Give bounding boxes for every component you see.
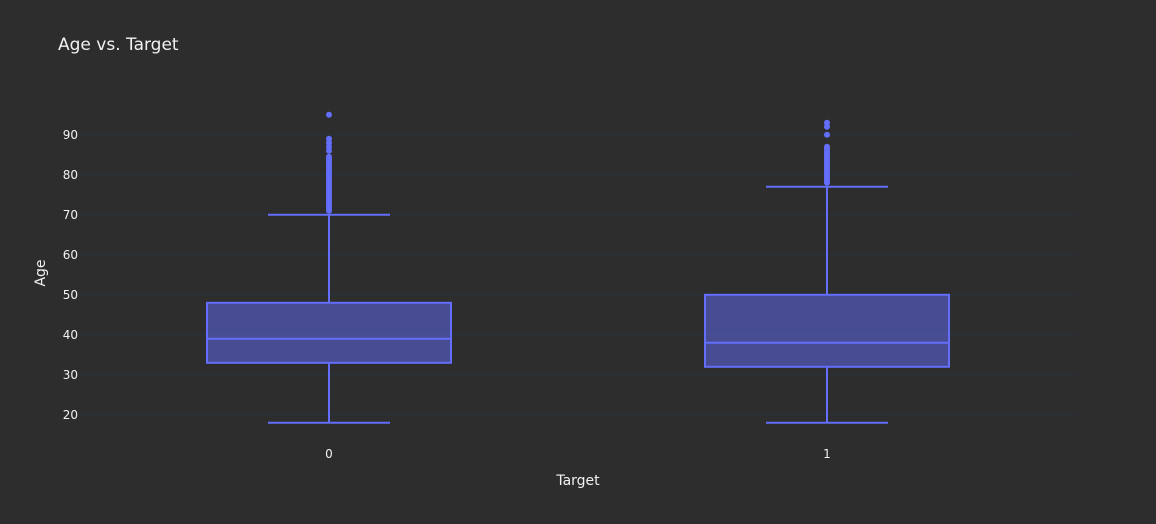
x-axis-title: Target bbox=[555, 473, 600, 489]
y-tick-label: 40 bbox=[63, 328, 78, 342]
outlier-point bbox=[824, 119, 830, 126]
y-tick-label: 70 bbox=[63, 208, 78, 222]
x-tick-label: 1 bbox=[823, 447, 831, 461]
outlier-point bbox=[824, 143, 830, 150]
outlier-point bbox=[326, 135, 332, 142]
y-axis-title: Age bbox=[33, 259, 49, 286]
box-iqr bbox=[703, 293, 951, 368]
y-tick-label: 20 bbox=[63, 408, 78, 422]
outlier-point bbox=[326, 153, 332, 160]
x-tick-label: 0 bbox=[325, 447, 333, 461]
chart-title: Age vs. Target bbox=[58, 35, 179, 55]
y-tick-label: 90 bbox=[63, 128, 78, 142]
box-group bbox=[703, 119, 951, 424]
grid-lines bbox=[80, 134, 1076, 416]
box-iqr bbox=[205, 301, 453, 364]
box-group bbox=[205, 111, 453, 424]
y-tick-label: 80 bbox=[63, 168, 78, 182]
outlier-point bbox=[326, 111, 332, 118]
y-tick-label: 30 bbox=[63, 368, 78, 382]
y-tick-label: 50 bbox=[63, 288, 78, 302]
y-tick-label: 60 bbox=[63, 248, 78, 262]
y-axis-ticks: 20 30 40 50 60 70 80 90 bbox=[63, 128, 78, 422]
outlier-point bbox=[824, 131, 830, 138]
boxes bbox=[205, 111, 951, 424]
